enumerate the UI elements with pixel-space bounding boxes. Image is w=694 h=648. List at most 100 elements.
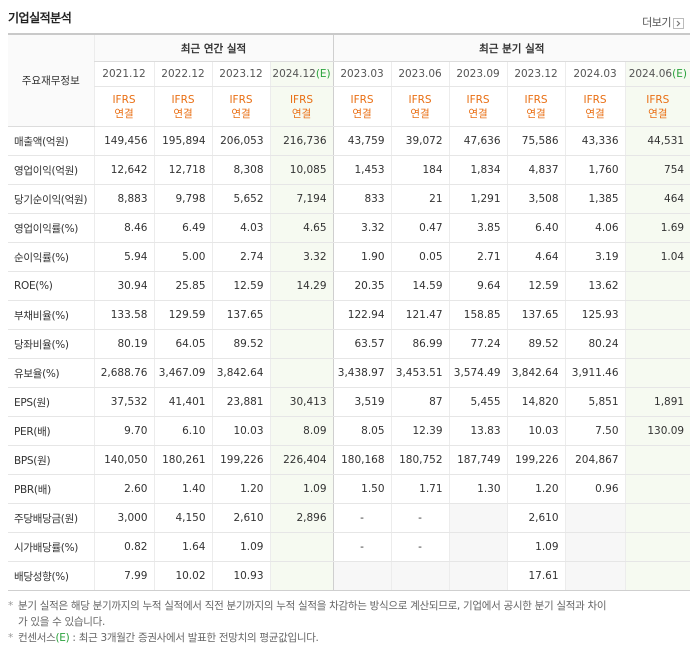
- data-row: PBR(배) 2.60 1.40 1.20 1.09 1.50 1.71 1.30 1.20 0.…: [8, 474, 691, 504]
- data-row: 시가배당률(%) 0.82 1.64 1.09- -1.09: [8, 532, 691, 562]
- standard-top: IFRS: [171, 93, 195, 106]
- value-cell: 43,759: [332, 126, 392, 156]
- more-link[interactable]: 더보기: [642, 14, 684, 30]
- value-cell: 187,749: [448, 445, 508, 475]
- value-cell: 1,891: [624, 387, 691, 417]
- standard-header: IFRS 연결: [211, 86, 270, 127]
- period-label: 2023.09: [456, 68, 500, 80]
- value-cell: 10.02: [153, 561, 212, 591]
- standard-bottom: 연결: [585, 107, 605, 120]
- value-cell: 1.09: [269, 474, 334, 504]
- period-header: 2021.12: [93, 61, 154, 87]
- data-row: 당기순이익(억원) 8,883 9,798 5,652 7,194 833 21 1,291 3…: [8, 184, 691, 214]
- value-cell: 3,842.64: [506, 358, 566, 388]
- note-text: 분기 실적은 해당 분기까지의 누적 실적에서 직전 분기까지의 누적 실적을 …: [18, 600, 607, 628]
- value-cell: 6.10: [153, 416, 212, 446]
- empty-cell: [624, 329, 691, 359]
- period-header: 2023.09: [448, 61, 508, 87]
- value-cell: 754: [624, 155, 691, 185]
- value-cell: 2.71: [448, 242, 508, 272]
- standard-top: IFRS: [524, 93, 548, 106]
- standard-bottom: 연결: [291, 107, 312, 120]
- period-label: 2024.06: [628, 68, 673, 80]
- value-cell: 7.50: [564, 416, 626, 446]
- empty-cell: [624, 532, 691, 562]
- value-cell: 3,453.51: [390, 358, 450, 388]
- data-row: 매출액(억원) 149,456 195,894 206,053 216,736 43,75…: [8, 126, 691, 156]
- period-label: 2024.03: [573, 68, 617, 80]
- value-cell: 3,467.09: [153, 358, 212, 388]
- data-row: 배당성향(%) 7.99 10.02 10.93 17.61: [8, 561, 691, 591]
- standard-top: IFRS: [583, 93, 607, 106]
- more-link-text[interactable]: 더보기: [642, 16, 671, 29]
- value-cell: 10.03: [506, 416, 566, 446]
- data-row: ROE(%) 30.94 25.85 12.59 14.29 20.35 14.59 9.64…: [8, 271, 691, 301]
- empty-cell: [624, 271, 691, 301]
- value-cell: 4.06: [564, 213, 626, 243]
- value-cell: 5,455: [448, 387, 508, 417]
- data-row: 부채비율(%) 133.58 129.59 137.65 122.94 121.47 158…: [8, 300, 691, 330]
- empty-cell: [624, 474, 691, 504]
- value-cell: 1,291: [448, 184, 508, 214]
- standard-top: IFRS: [466, 93, 490, 106]
- value-cell: 2,610: [211, 503, 270, 533]
- standard-top: IFRS: [646, 93, 670, 106]
- standard-bottom: 연결: [352, 107, 372, 120]
- note-estimate: (E): [55, 632, 70, 644]
- value-cell: 3,519: [332, 387, 392, 417]
- empty-cell: [448, 561, 508, 591]
- value-cell: 1.30: [448, 474, 508, 504]
- standard-bottom: 연결: [173, 107, 193, 120]
- more-icon[interactable]: [673, 17, 684, 29]
- value-cell: 180,261: [153, 445, 212, 475]
- value-cell: 47,636: [448, 126, 508, 156]
- value-cell: 1.04: [624, 242, 691, 272]
- value-cell: 3.19: [564, 242, 626, 272]
- value-cell: 37,532: [93, 387, 154, 417]
- standard-row: IFRS 연결 IFRS 연결 IFRS 연결 IFRS 연결 IFRS 연결 IFRS 연결 IFRS…: [8, 86, 691, 127]
- value-cell: 9,798: [153, 184, 212, 214]
- note-term: 컨센서스: [18, 632, 56, 644]
- value-cell: 1.50: [332, 474, 392, 504]
- value-cell: 12.59: [211, 271, 270, 301]
- value-cell: 121.47: [390, 300, 450, 330]
- value-cell: 180,752: [390, 445, 450, 475]
- period-header: 2023.06: [390, 61, 450, 87]
- value-cell: 8,308: [211, 155, 270, 185]
- empty-cell: [624, 503, 691, 533]
- period-header: 2022.12: [153, 61, 212, 87]
- empty-cell: [269, 300, 334, 330]
- value-cell: 199,226: [211, 445, 270, 475]
- standard-header: IFRS 연결: [269, 86, 334, 127]
- data-row: 영업이익(억원) 12,642 12,718 8,308 10,085 1,453 184 1…: [8, 155, 691, 185]
- period-row: 2021.12 2022.12 2023.12 2024.12(E) 2023.03 20…: [8, 61, 691, 87]
- row-label: 매출액(억원): [8, 126, 94, 156]
- period-label: 2024.12: [272, 68, 316, 80]
- standard-header: IFRS 연결: [564, 86, 626, 127]
- value-cell: 1.09: [211, 532, 270, 562]
- value-cell: 1.64: [153, 532, 212, 562]
- value-cell: 12.59: [506, 271, 566, 301]
- value-cell: 10.93: [211, 561, 270, 591]
- value-cell: 5,652: [211, 184, 270, 214]
- period-label: 2023.12: [219, 68, 263, 80]
- value-cell: 8.46: [93, 213, 154, 243]
- value-cell: 20.35: [332, 271, 392, 301]
- value-cell: 1.71: [390, 474, 450, 504]
- row-label: ROE(%): [8, 271, 94, 301]
- value-cell: 1,385: [564, 184, 626, 214]
- value-cell: 1.20: [211, 474, 270, 504]
- value-cell: 0.47: [390, 213, 450, 243]
- value-cell: 23,881: [211, 387, 270, 417]
- estimate-mark: (E): [672, 68, 687, 80]
- empty-cell: [269, 532, 334, 562]
- period-header: 2024.03: [564, 61, 626, 87]
- value-cell: 1.09: [506, 532, 566, 562]
- value-cell: 206,053: [211, 126, 270, 156]
- value-cell: 0.05: [390, 242, 450, 272]
- empty-cell: [269, 358, 334, 388]
- row-label: EPS(원): [8, 387, 94, 417]
- standard-bottom: 연결: [231, 107, 251, 120]
- standard-top: IFRS: [350, 93, 374, 106]
- empty-cell: [624, 445, 691, 475]
